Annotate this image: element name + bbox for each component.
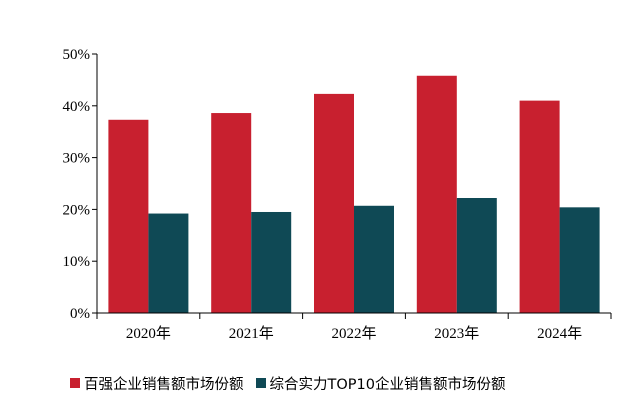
bar-top100-2 xyxy=(314,93,354,313)
labels-group: 0% 10% 20% 30% 40% 50% 2020年 2021年 2022年 2023年 202… xyxy=(63,47,583,342)
y-tick-label-5: 50% xyxy=(63,47,91,63)
legend-label-top100: 百强企业销售额市场份额 xyxy=(84,376,244,393)
bar-top100-3 xyxy=(416,75,457,313)
legend-swatch-top100 xyxy=(70,378,80,388)
bar-top100-4 xyxy=(519,100,560,314)
x-tick-label-3: 2023年 xyxy=(434,325,479,342)
x-tick-label-1: 2021年 xyxy=(229,325,274,342)
bar-top100-0 xyxy=(108,119,149,313)
legend: 百强企业销售额市场份额 综合实力TOP10企业销售额市场份额 xyxy=(70,372,517,394)
bar-top10-2 xyxy=(354,205,394,313)
y-tick-label-0: 0% xyxy=(70,306,90,322)
legend-swatch-top10 xyxy=(255,378,266,388)
axes-group xyxy=(92,53,612,319)
bar-top100-1 xyxy=(211,113,252,313)
y-tick-label-1: 10% xyxy=(63,254,91,270)
bar-top10-3 xyxy=(456,198,497,313)
legend-item-top100: 百强企业销售额市场份额 xyxy=(70,373,244,394)
y-tick-label-2: 20% xyxy=(63,202,91,218)
y-tick-label-3: 30% xyxy=(63,151,91,167)
legend-label-top10: 综合实力TOP10企业销售额市场份额 xyxy=(269,376,506,393)
bars-group xyxy=(108,75,600,314)
x-tick-label-2: 2022年 xyxy=(331,325,376,342)
x-tick-label-0: 2020年 xyxy=(126,325,171,342)
x-tick-label-4: 2024年 xyxy=(537,325,582,342)
bar-top10-4 xyxy=(559,207,600,313)
y-tick-label-4: 40% xyxy=(63,99,91,115)
legend-item-top10: 综合实力TOP10企业销售额市场份额 xyxy=(255,373,506,394)
bar-top10-0 xyxy=(148,213,189,313)
bar-top10-1 xyxy=(251,211,292,313)
